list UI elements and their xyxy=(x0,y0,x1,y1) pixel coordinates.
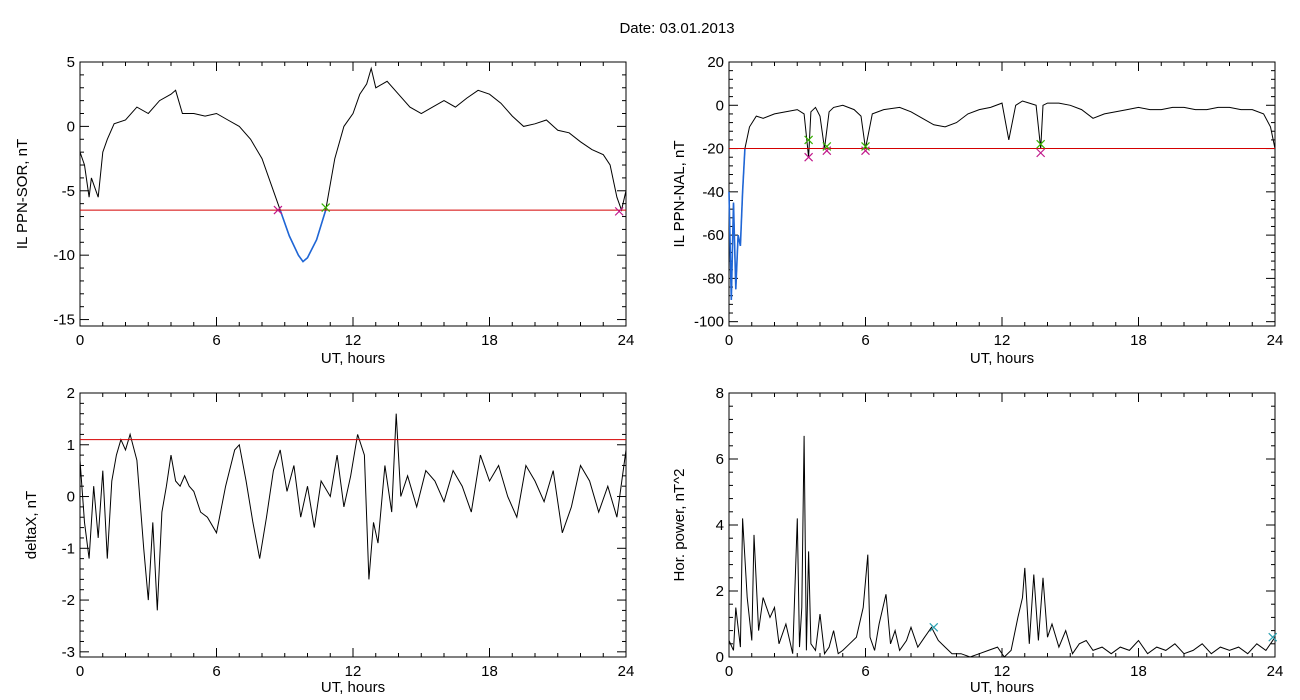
x-tick-label: 18 xyxy=(1130,332,1147,349)
x-tick-label: 24 xyxy=(618,332,635,349)
y-tick-label: 2 xyxy=(716,583,724,600)
y-tick-label: -3 xyxy=(62,644,75,661)
y-tick-label: 6 xyxy=(716,451,724,468)
x-tick-label: 12 xyxy=(345,332,362,349)
y-tick-label: -10 xyxy=(53,247,75,264)
event-marker xyxy=(1268,632,1278,642)
plot-frame xyxy=(728,61,1276,327)
y-tick-label: 5 xyxy=(67,54,75,71)
x-tick-label: 6 xyxy=(861,663,869,680)
x-tick-label: 24 xyxy=(1267,663,1284,680)
y-axis-label: deltaX, nT xyxy=(23,491,40,559)
x-tick-label: 6 xyxy=(861,332,869,349)
y-tick-label: 0 xyxy=(67,118,75,135)
x-axis-label: UT, hours xyxy=(970,350,1034,367)
plot-marks: 0 6 12 18 24 5 0 -5 -10 -15 xyxy=(53,54,634,349)
event-marker xyxy=(804,152,814,162)
y-tick-label: -1 xyxy=(62,540,75,557)
x-axis-label: UT, hours xyxy=(321,350,385,367)
y-tick-label: 20 xyxy=(707,54,724,71)
y-tick-label: -5 xyxy=(62,183,75,200)
event-marker xyxy=(321,203,331,212)
x-tick-label: 12 xyxy=(994,332,1011,349)
y-tick-label: -60 xyxy=(702,227,724,244)
x-tick-label: 12 xyxy=(345,663,362,680)
event-segment xyxy=(728,148,746,301)
event-marker xyxy=(1036,148,1046,158)
event-marker xyxy=(804,135,814,145)
x-tick-label: 0 xyxy=(725,663,733,680)
y-tick-label: 1 xyxy=(67,437,75,454)
x-tick-label: 6 xyxy=(212,332,220,349)
x-tick-label: 6 xyxy=(212,663,220,680)
event-marker xyxy=(1036,139,1046,149)
y-axis-label: Hor. power, nT^2 xyxy=(671,469,688,582)
plot-marks: 0 6 12 18 24 8 6 4 2 0 xyxy=(716,385,1284,680)
event-marker xyxy=(861,141,870,151)
y-tick-label: -15 xyxy=(53,312,75,329)
y-tick-label: 0 xyxy=(67,489,75,506)
figure-title: Date: 03.01.2013 xyxy=(619,20,734,37)
y-tick-label: 0 xyxy=(716,649,724,666)
x-axis-label: UT, hours xyxy=(970,679,1034,696)
x-tick-label: 24 xyxy=(618,663,635,680)
y-axis-label: IL PPN-SOR, nT xyxy=(14,139,31,249)
x-tick-label: 18 xyxy=(1130,663,1147,680)
y-axis-label: IL PPN-NAL, nT xyxy=(671,141,688,248)
y-tick-label: -80 xyxy=(702,270,724,287)
panel-sor: 0 6 12 18 24 5 0 -5 -10 -15 UT, hours IL PPN-SOR,… xyxy=(14,54,634,367)
event-marker xyxy=(929,622,939,632)
panel-deltax: 0 6 12 18 24 2 1 0 -1 -2 -3 UT, hours deltaX, nT xyxy=(23,385,634,696)
series-line xyxy=(728,435,1276,658)
x-axis-label: UT, hours xyxy=(321,679,385,696)
plot-frame xyxy=(79,61,627,327)
event-marker xyxy=(614,206,624,216)
x-tick-label: 18 xyxy=(481,332,498,349)
event-marker xyxy=(822,141,832,151)
plot-marks: 0 6 12 18 24 2 1 0 -1 -2 -3 xyxy=(62,385,635,680)
series-line xyxy=(79,66,627,263)
x-tick-label: 18 xyxy=(481,663,498,680)
event-marker xyxy=(822,146,832,156)
panel-nal: 0 6 12 18 24 20 0 -20 -40 -60 -80 -100 UT, hours IL… xyxy=(671,54,1283,367)
event-segment xyxy=(279,209,327,263)
x-tick-label: 12 xyxy=(994,663,1011,680)
x-tick-label: 0 xyxy=(725,332,733,349)
series-line xyxy=(728,100,1276,301)
series-line xyxy=(79,413,627,611)
plot-frame xyxy=(79,392,627,658)
plot-marks: 0 6 12 18 24 20 0 -20 -40 -60 -80 -100 xyxy=(694,54,1283,349)
x-tick-label: 0 xyxy=(76,663,84,680)
y-tick-label: -100 xyxy=(694,314,724,331)
y-tick-label: 2 xyxy=(67,385,75,402)
event-marker xyxy=(273,205,283,215)
plot-frame xyxy=(728,392,1276,658)
x-tick-label: 24 xyxy=(1267,332,1284,349)
y-tick-label: -2 xyxy=(62,592,75,609)
panel-power: 0 6 12 18 24 8 6 4 2 0 UT, hours Hor. power, nT^2 xyxy=(671,385,1283,696)
x-tick-label: 0 xyxy=(76,332,84,349)
y-tick-label: 0 xyxy=(716,97,724,114)
event-marker xyxy=(861,146,870,156)
y-tick-label: 4 xyxy=(716,517,724,534)
y-tick-label: 8 xyxy=(716,385,724,402)
y-tick-label: -20 xyxy=(702,141,724,158)
y-tick-label: -40 xyxy=(702,184,724,201)
